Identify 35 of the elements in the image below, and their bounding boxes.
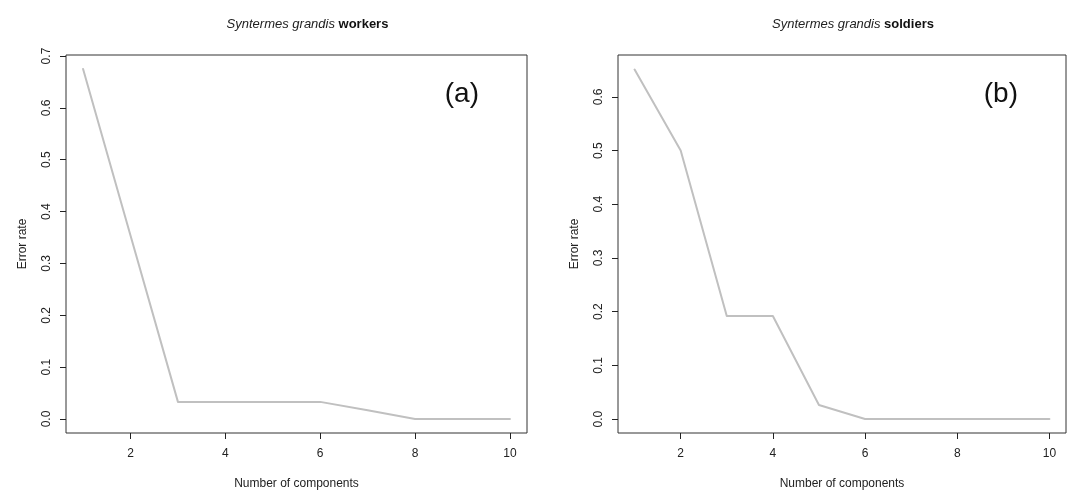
x-tick-label: 8 [411, 446, 419, 460]
annotation: (a) [444, 76, 480, 108]
y-tick-label: 0.2 [591, 302, 605, 320]
x-tick-label: 2 [127, 446, 135, 460]
x-tick-label: 2 [677, 446, 685, 460]
y-axis-title: Error rate [567, 218, 581, 270]
line-series [82, 68, 511, 420]
y-tick-label: 0.1 [39, 358, 53, 376]
y-tick-label: 0.4 [591, 195, 605, 213]
y-tick-label: 0.6 [591, 88, 605, 106]
y-tick-label: 0.6 [39, 99, 53, 117]
x-axis-title: Number of components [779, 476, 905, 490]
line-series [633, 68, 1051, 421]
annotation: (b) [983, 76, 1019, 108]
y-tick-label: 0.4 [39, 202, 53, 220]
y-tick-label: 0.1 [591, 356, 605, 374]
x-tick-label: 6 [316, 446, 324, 460]
y-tick-label: 0.5 [39, 151, 53, 169]
chart-title: Syntermes grandis workers [226, 16, 389, 31]
x-tick-label: 4 [222, 446, 230, 460]
y-tick-label: 0.3 [591, 249, 605, 267]
y-axis-title: Error rate [15, 218, 29, 270]
y-tick-label: 0.0 [39, 410, 53, 428]
chart-title: Syntermes grandis soldiers [772, 16, 934, 31]
y-tick-label: 0.2 [39, 306, 53, 324]
x-tick-label: 8 [953, 446, 961, 460]
y-tick-label: 0.3 [39, 254, 53, 272]
y-tick-label: 0.5 [591, 141, 605, 159]
y-tick-label: 0.0 [591, 410, 605, 428]
x-tick-label: 10 [503, 446, 517, 460]
x-tick-label: 10 [1042, 446, 1057, 460]
x-tick-label: 6 [861, 446, 869, 460]
x-axis-title: Number of components [234, 476, 359, 490]
y-tick-label: 0.7 [39, 47, 53, 65]
x-tick-label: 4 [769, 446, 777, 460]
